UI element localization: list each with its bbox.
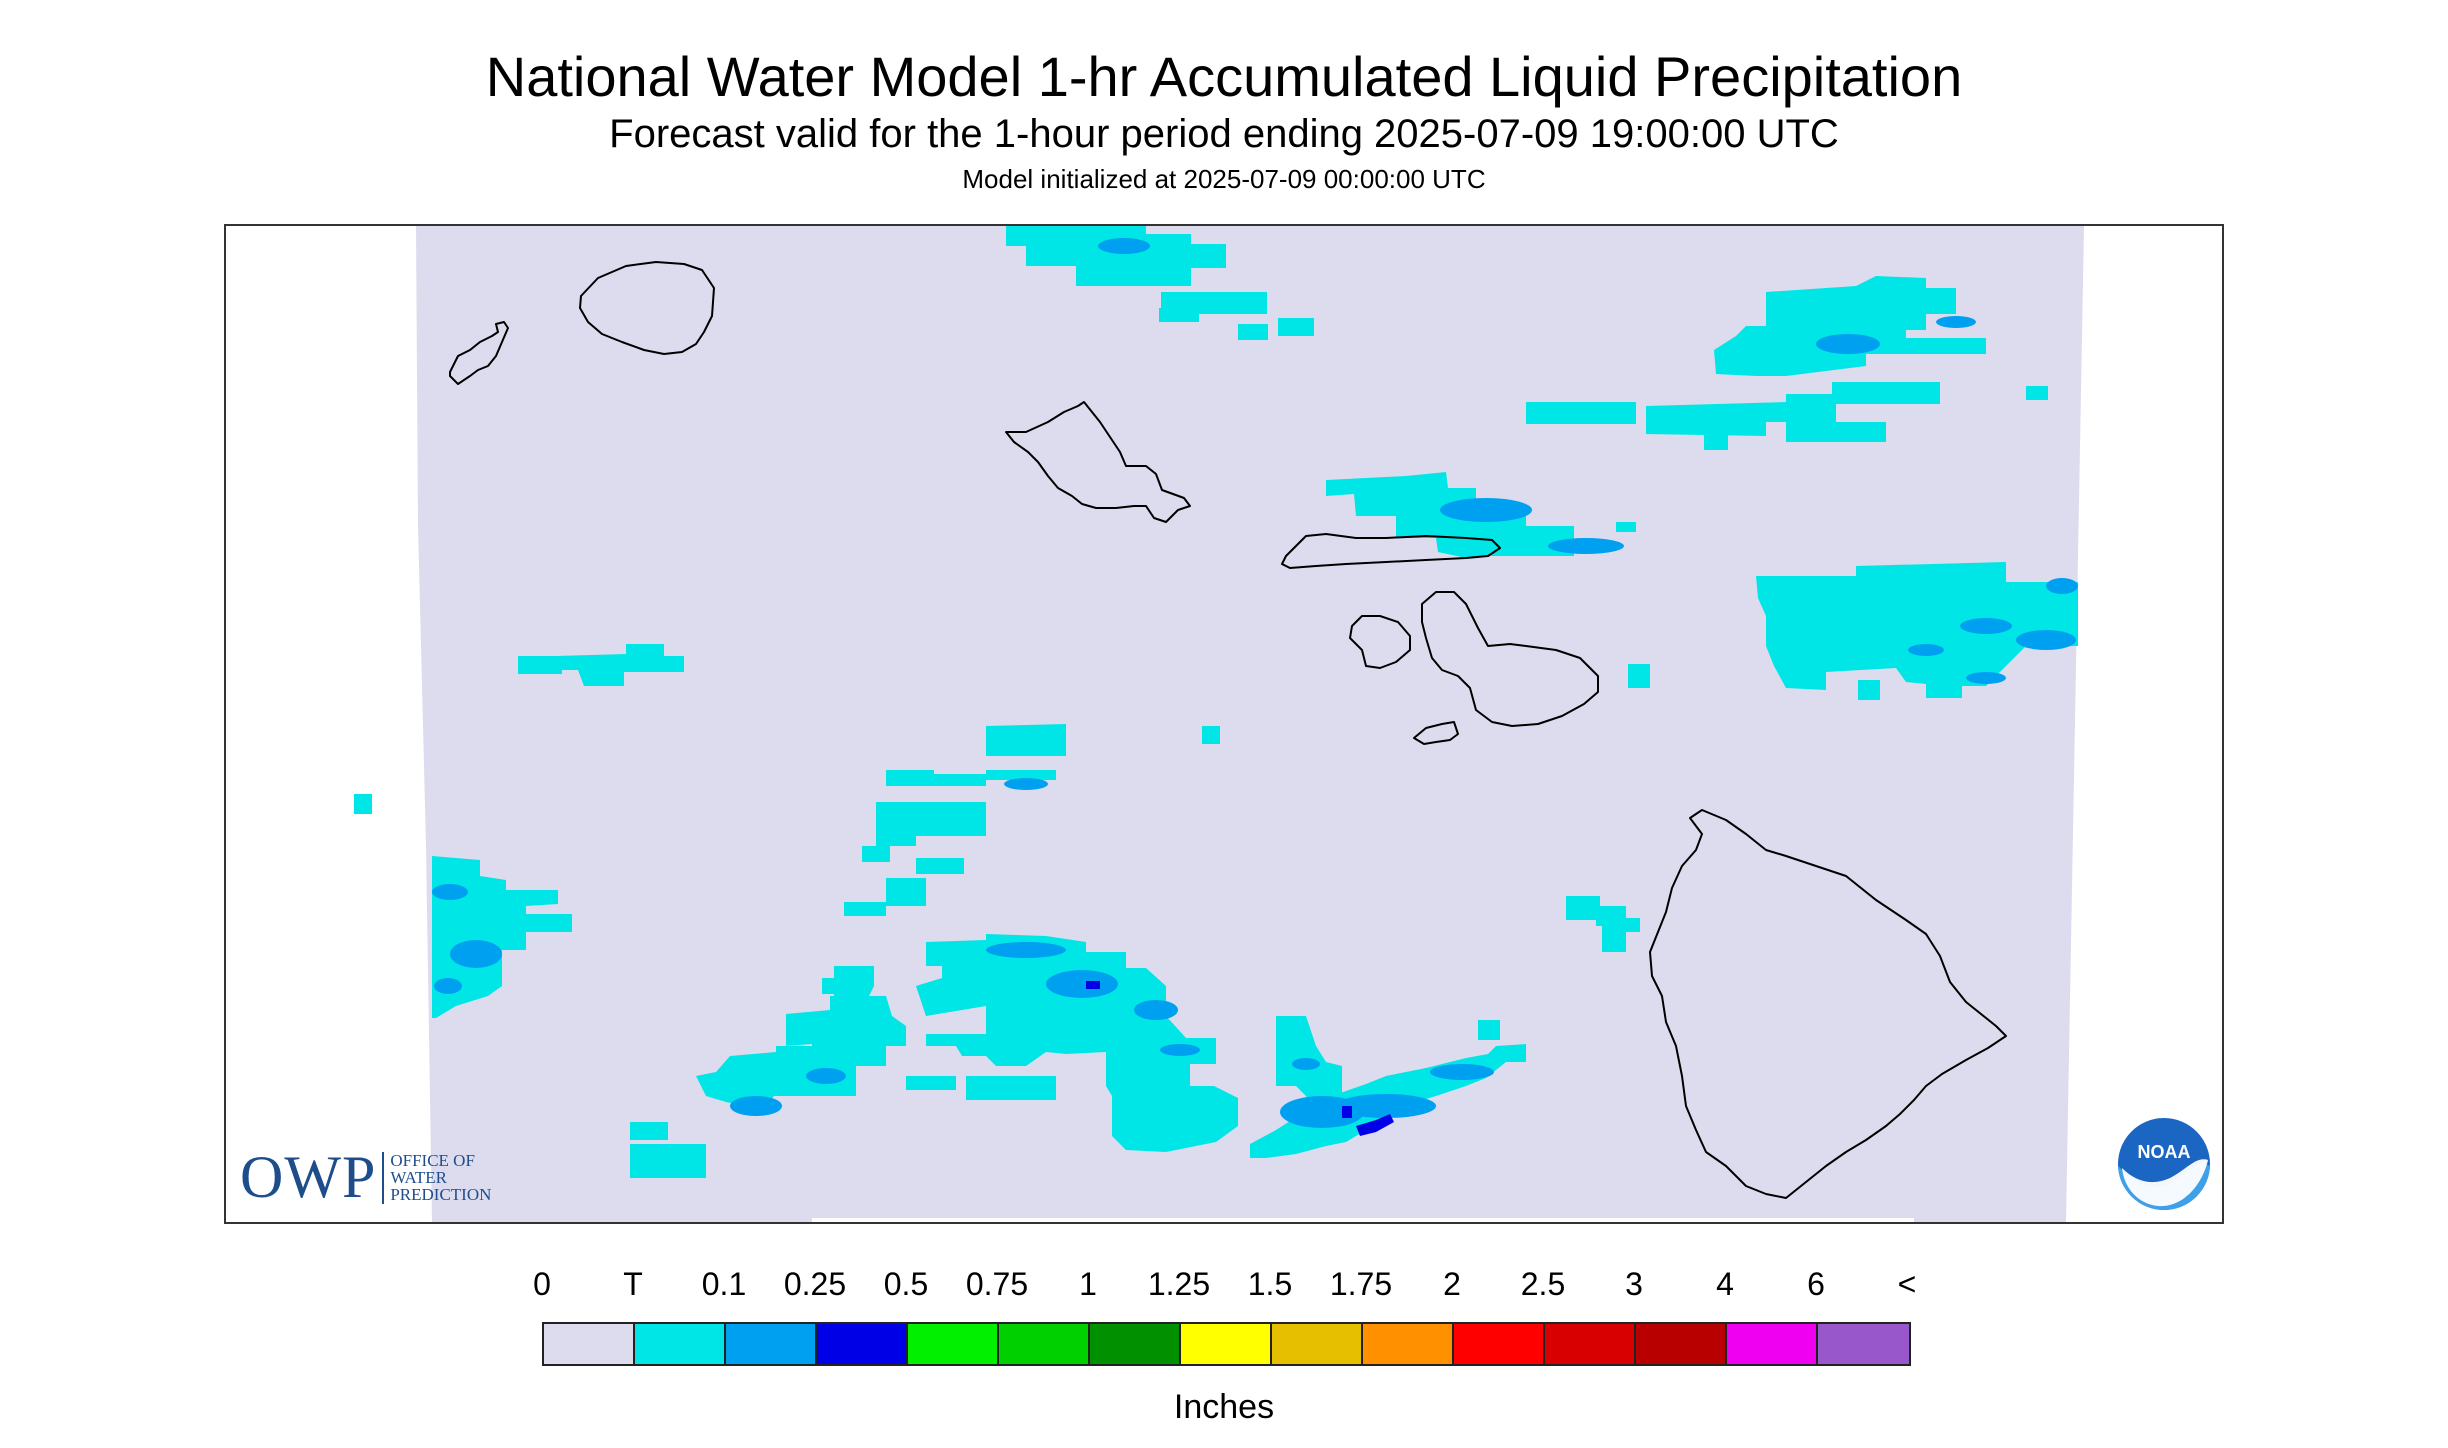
legend-swatch xyxy=(1545,1324,1636,1364)
legend-colorbar xyxy=(542,1322,1911,1366)
legend-swatch xyxy=(1272,1324,1363,1364)
coastlines xyxy=(449,261,2007,1199)
legend-tick-label: 1.75 xyxy=(1329,1266,1393,1302)
legend-tick-label: 4 xyxy=(1716,1266,1734,1302)
legend-tick-label: < xyxy=(1897,1266,1917,1302)
legend-tick-label: 2.5 xyxy=(1520,1266,1566,1302)
legend-tick-label: 1.25 xyxy=(1147,1266,1211,1302)
noaa-logo: NOAA xyxy=(2118,1118,2210,1210)
legend-tick-label: 6 xyxy=(1807,1266,1825,1302)
legend-swatch xyxy=(817,1324,908,1364)
legend-swatch xyxy=(726,1324,817,1364)
legend-swatch xyxy=(1454,1324,1545,1364)
coast-kauai xyxy=(579,261,715,355)
forecast-valid-subtitle: Forecast valid for the 1-hour period end… xyxy=(609,112,1839,156)
legend-tick-label: 0.75 xyxy=(965,1266,1029,1302)
precip-heavy xyxy=(1086,981,1394,1136)
map-panel: OWP OFFICE OF WATER PREDICTION NOAA xyxy=(224,224,2224,1224)
model-init-subtitle: Model initialized at 2025-07-09 00:00:00… xyxy=(962,164,1486,194)
legend-tick-label: 1.5 xyxy=(1247,1266,1293,1302)
legend-swatch xyxy=(1363,1324,1454,1364)
legend-tick-label: 0 xyxy=(533,1266,551,1302)
owp-logo-text: OFFICE OF WATER PREDICTION xyxy=(390,1151,492,1204)
legend-units: Inches xyxy=(1173,1388,1275,1426)
legend-labels: 0 T 0.1 0.25 0.5 0.75 1 1.25 1.5 1.75 2 2.5 3 4 6 < xyxy=(533,1266,1940,1306)
coast-lanai xyxy=(1349,615,1411,669)
legend-tick-label: 0.1 xyxy=(701,1266,747,1302)
legend-tick-label: 2 xyxy=(1443,1266,1461,1302)
precip-moderate xyxy=(432,238,2078,1128)
legend-tick-label: T xyxy=(623,1266,643,1302)
legend-tick-label: 0.5 xyxy=(883,1266,929,1302)
legend-swatch xyxy=(1090,1324,1181,1364)
legend-swatch xyxy=(544,1324,635,1364)
legend-tick-label: 0.25 xyxy=(783,1266,847,1302)
legend-swatch xyxy=(1181,1324,1272,1364)
coast-kahoolawe xyxy=(1413,721,1459,745)
legend-swatch xyxy=(1636,1324,1727,1364)
coast-maui xyxy=(1421,591,1599,727)
legend-tick-label: 1 xyxy=(1079,1266,1097,1302)
coast-niihau xyxy=(449,321,509,385)
noaa-logo-text: NOAA xyxy=(2138,1142,2191,1162)
coast-oahu xyxy=(1005,401,1191,523)
model-domain xyxy=(416,226,2084,1222)
legend-swatch xyxy=(1727,1324,1818,1364)
coast-hawaii xyxy=(1649,809,2007,1199)
legend-swatch xyxy=(908,1324,999,1364)
legend-swatch xyxy=(1818,1324,1909,1364)
legend-swatch xyxy=(635,1324,726,1364)
owp-logo-divider xyxy=(382,1151,385,1204)
coast-molokai xyxy=(1281,533,1501,569)
legend-tick-label: 3 xyxy=(1625,1266,1643,1302)
legend-swatch xyxy=(999,1324,1090,1364)
owp-logo-letters: OWP xyxy=(240,1144,377,1210)
map-title: National Water Model 1-hr Accumulated Li… xyxy=(485,45,1963,108)
precipitation-map xyxy=(354,226,2084,1222)
owp-logo: OWP OFFICE OF WATER PREDICTION xyxy=(240,1143,491,1212)
